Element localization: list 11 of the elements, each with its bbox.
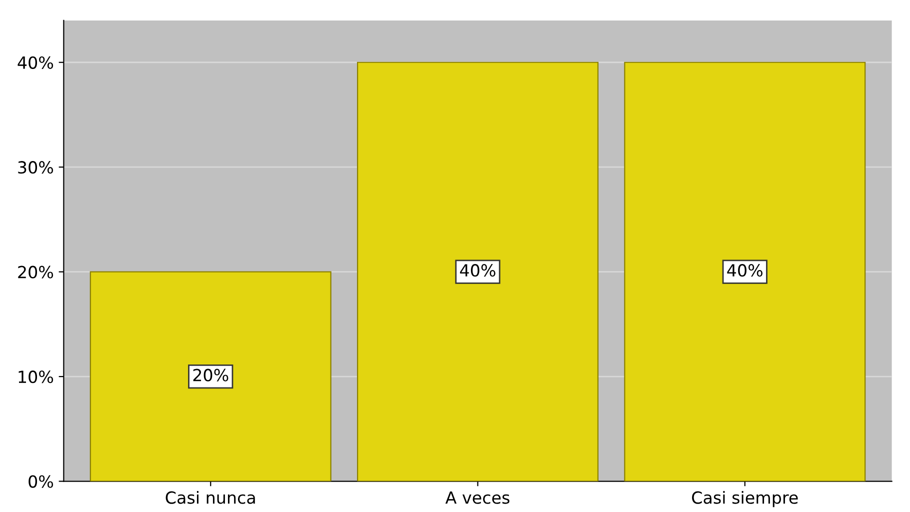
y-tick-label: 40% <box>18 56 54 69</box>
y-tick-label: 10% <box>18 370 54 384</box>
data-label: 40% <box>727 264 762 277</box>
data-label: 20% <box>193 368 228 382</box>
y-tick-label: 0% <box>28 475 54 488</box>
data-label: 40% <box>460 264 496 277</box>
x-tick-label: Casi siempre <box>692 491 798 508</box>
x-tick-label: A veces <box>445 492 510 504</box>
x-tick-label: Casi nunca <box>166 491 255 504</box>
y-tick-label: 20% <box>18 266 54 278</box>
y-tick-label: 30% <box>18 161 54 174</box>
